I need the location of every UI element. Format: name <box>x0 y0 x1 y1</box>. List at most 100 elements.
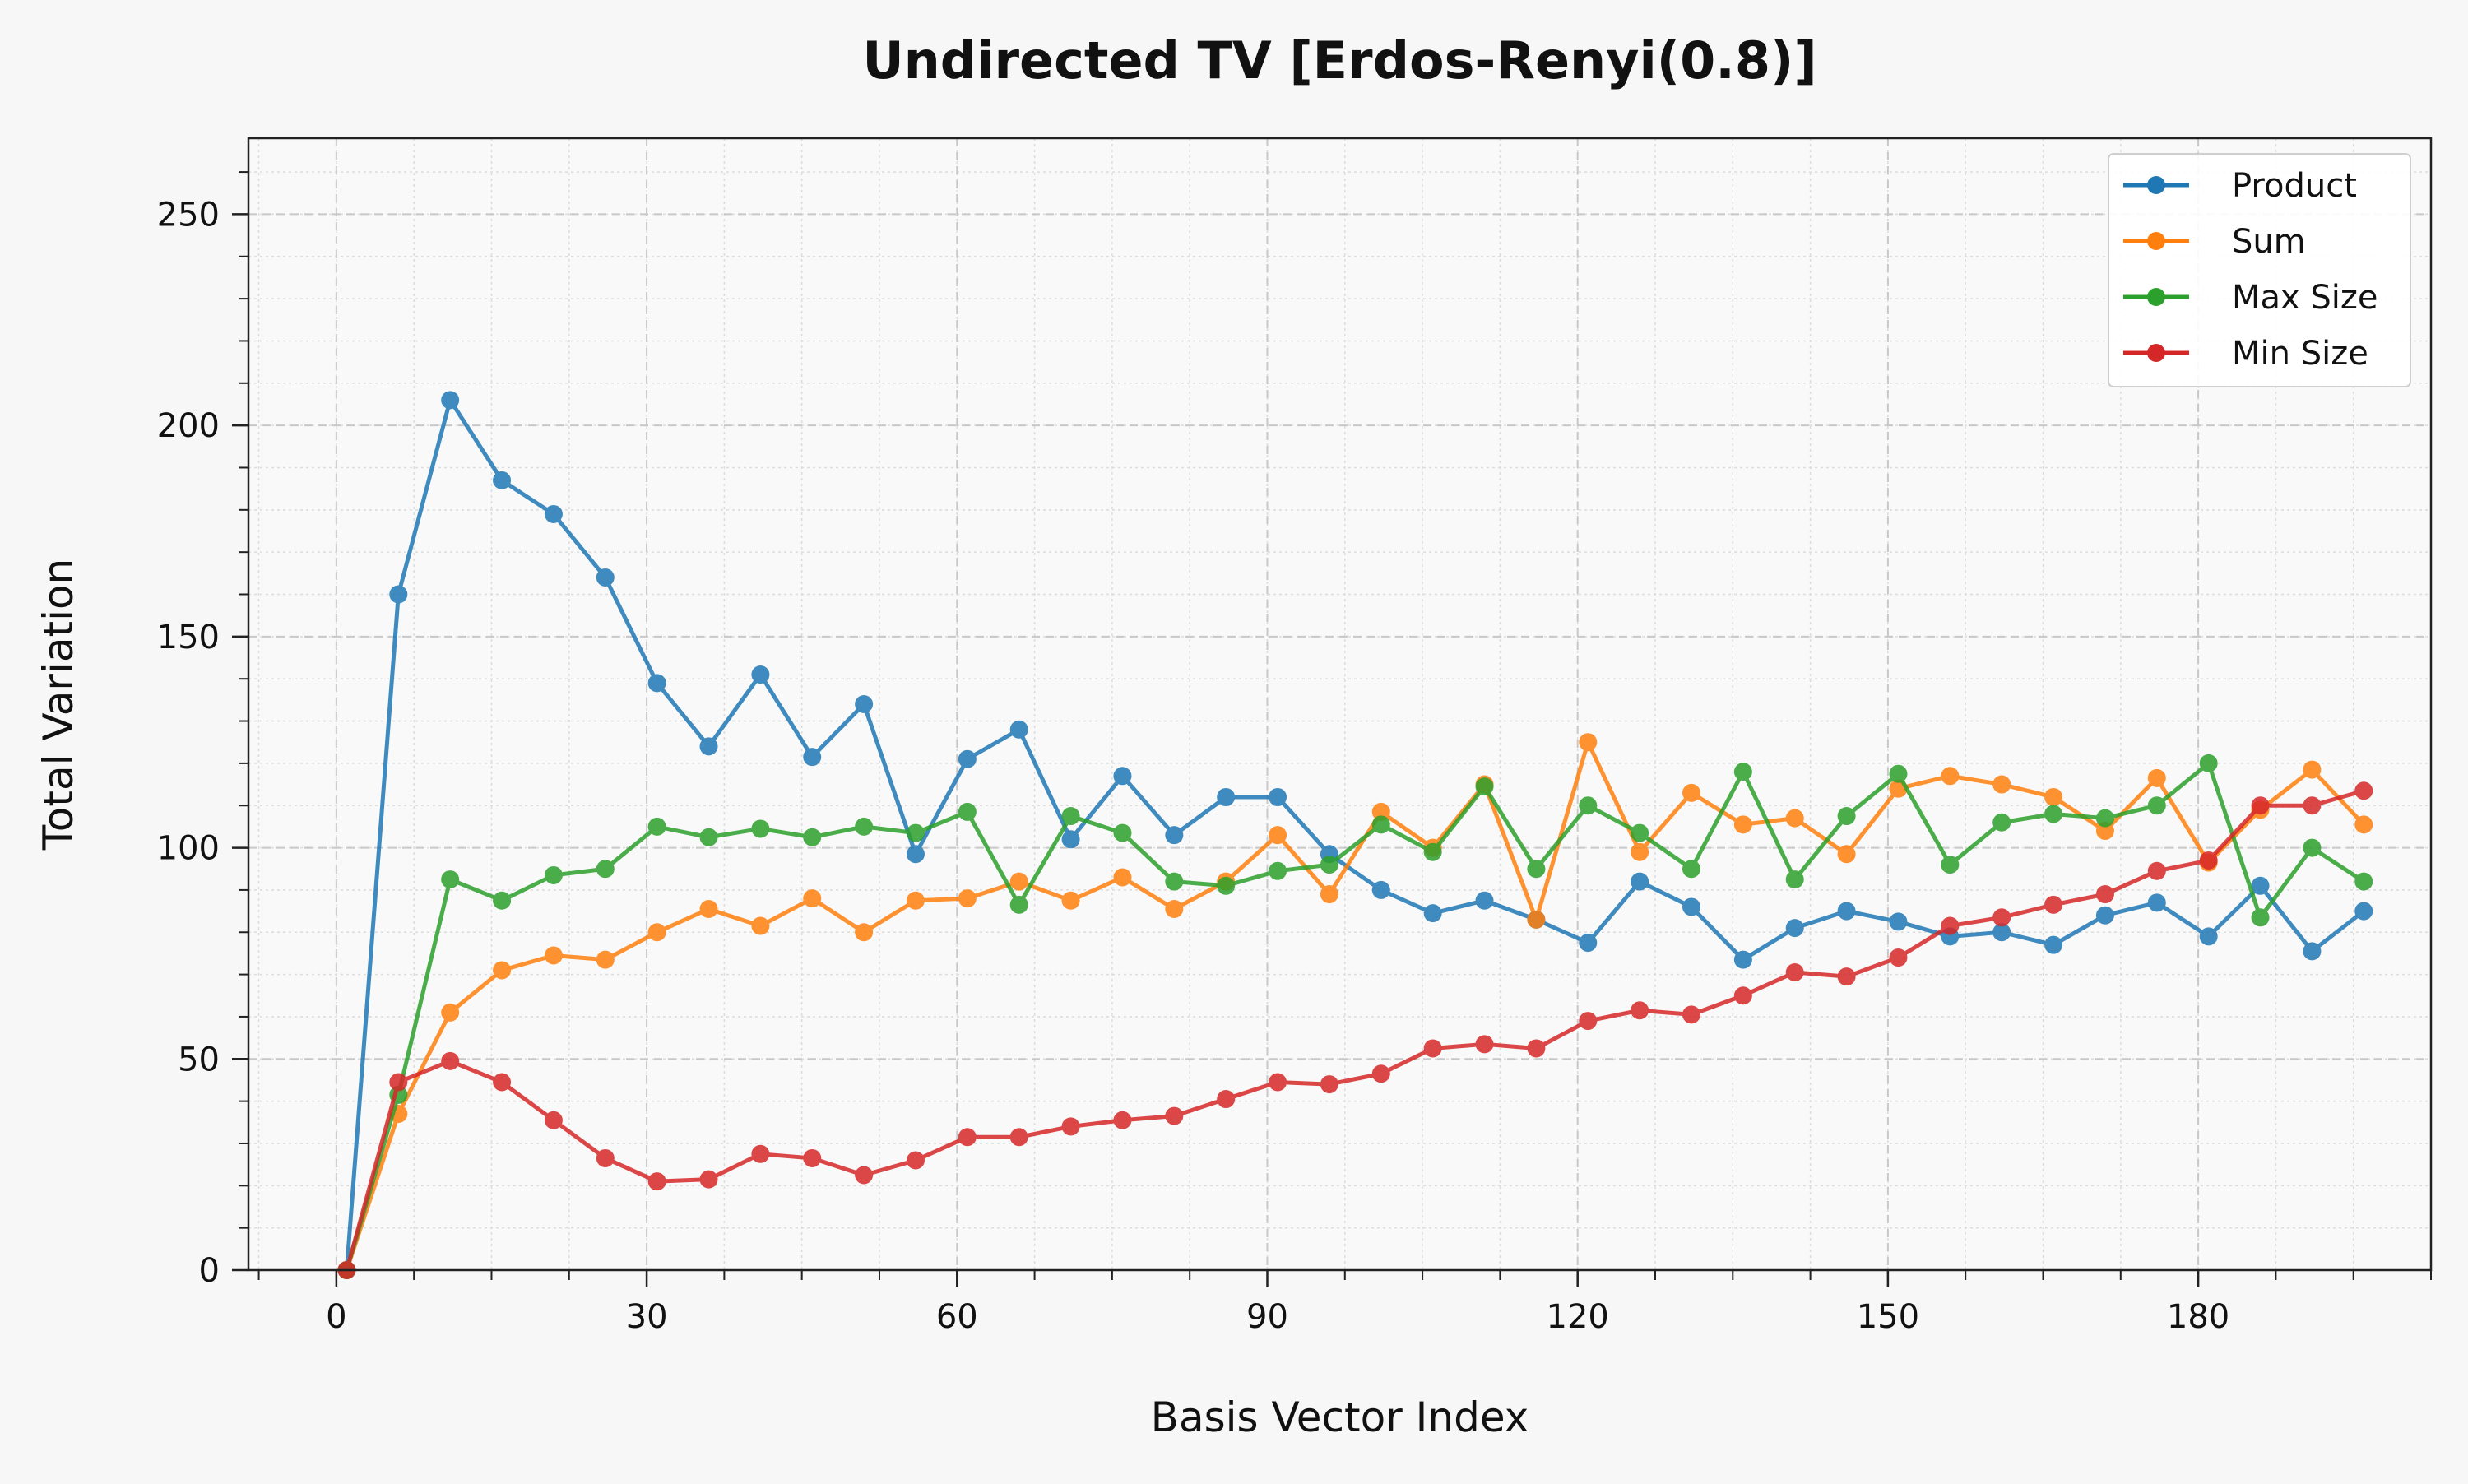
legend-label: Min Size <box>2232 335 2368 373</box>
data-point-max-size <box>1165 872 1184 891</box>
data-point-sum <box>1113 868 1132 887</box>
data-point-product <box>2147 893 2166 912</box>
series-line-max-size <box>345 761 2365 1271</box>
data-point-product <box>1992 923 2011 942</box>
data-point-product <box>1631 872 1649 891</box>
data-point-product <box>1889 912 1908 931</box>
data-point-product <box>441 391 460 410</box>
series-min-size <box>337 781 2373 1279</box>
data-point-sum <box>1992 775 2011 794</box>
data-point-sum <box>1733 815 1752 834</box>
data-point-sum <box>1371 802 1390 821</box>
data-point-sum <box>1009 872 1028 891</box>
x-tick-label: 180 <box>2167 1298 2229 1336</box>
data-point-sum <box>441 1003 460 1022</box>
data-point-product <box>1579 934 1598 953</box>
axis-ticks: 0 30 60 90 120 150 180 0 50 100 150 200 250 <box>157 171 2432 1336</box>
data-point-product <box>1269 787 1287 806</box>
data-point-max-size <box>544 865 563 884</box>
data-point-product <box>1009 720 1028 739</box>
x-axis-label: Basis Vector Index <box>1151 1394 1529 1441</box>
data-point-max-size <box>1579 796 1598 815</box>
data-point-min-size <box>1423 1039 1442 1058</box>
data-point-min-size <box>1113 1111 1132 1129</box>
data-point-sum <box>1579 733 1598 752</box>
data-point-min-size <box>441 1051 460 1070</box>
data-point-product <box>2095 906 2114 925</box>
data-point-sum <box>699 900 718 919</box>
data-point-sum <box>1061 891 1080 910</box>
data-point-max-size <box>1733 763 1752 781</box>
legend-swatch-marker <box>2147 344 2165 362</box>
data-point-product <box>1837 902 1856 921</box>
data-point-max-size <box>2303 838 2322 857</box>
data-point-max-size <box>647 817 666 836</box>
series-max-size <box>337 754 2373 1279</box>
data-point-min-size <box>855 1166 874 1185</box>
x-tick-label: 0 <box>326 1298 346 1336</box>
data-point-product <box>1423 904 1442 923</box>
data-point-min-size <box>1527 1039 1546 1058</box>
data-point-max-size <box>958 802 977 821</box>
data-point-sum <box>544 946 563 965</box>
data-point-product <box>751 665 770 684</box>
legend-label: Sum <box>2232 223 2306 261</box>
data-point-min-size <box>2147 861 2166 880</box>
data-point-min-size <box>699 1170 718 1189</box>
series-line-sum <box>345 740 2366 1271</box>
data-point-min-size <box>1682 1005 1700 1024</box>
data-point-max-size <box>2354 872 2373 891</box>
data-point-max-size <box>1889 764 1908 783</box>
data-point-max-size <box>2147 796 2166 815</box>
data-point-min-size <box>1009 1128 1028 1147</box>
data-point-max-size <box>751 819 770 838</box>
data-point-min-size <box>1889 948 1908 967</box>
data-point-min-size <box>1992 908 2011 927</box>
x-tick-label: 150 <box>1857 1298 1919 1336</box>
series-line-min-size <box>345 788 2364 1271</box>
data-point-max-size <box>1992 813 2011 832</box>
data-point-product <box>544 504 563 523</box>
data-point-sum <box>2095 822 2114 841</box>
data-point-sum <box>2354 815 2373 834</box>
x-tick-label: 90 <box>1246 1298 1288 1336</box>
data-point-max-size <box>1320 856 1338 874</box>
data-point-min-size <box>1475 1035 1494 1054</box>
data-point-product <box>1165 826 1184 845</box>
data-point-product <box>803 748 822 767</box>
legend-label: Max Size <box>2232 279 2378 317</box>
data-point-min-size <box>389 1073 408 1092</box>
data-point-sum <box>2044 787 2063 806</box>
data-point-max-size <box>2199 754 2218 772</box>
data-point-max-size <box>1423 842 1442 861</box>
data-point-max-size <box>1527 860 1546 879</box>
data-point-max-size <box>1113 823 1132 842</box>
plot-frame <box>247 137 2433 1272</box>
data-point-sum <box>751 916 770 935</box>
data-point-product <box>699 737 718 756</box>
data-point-min-size <box>1579 1012 1598 1031</box>
data-point-min-size <box>2095 885 2114 904</box>
data-point-max-size <box>1941 856 1960 874</box>
data-point-product <box>1217 787 1236 806</box>
data-point-min-size <box>2251 796 2270 815</box>
data-point-max-size <box>1009 895 1028 914</box>
data-point-max-size <box>1269 861 1287 880</box>
data-point-product <box>2199 927 2218 946</box>
data-point-max-size <box>1217 876 1236 895</box>
data-point-min-size <box>596 1148 615 1167</box>
data-point-min-size <box>2303 796 2322 815</box>
data-point-max-size <box>493 891 512 910</box>
data-point-min-size <box>1269 1073 1287 1092</box>
data-point-min-size <box>1165 1106 1184 1125</box>
data-point-min-size <box>1371 1064 1390 1083</box>
data-point-min-size <box>1785 963 1804 982</box>
data-point-sum <box>1269 826 1287 845</box>
data-point-sum <box>1631 842 1649 861</box>
data-point-sum <box>1837 845 1856 864</box>
data-point-sum <box>2303 760 2322 779</box>
data-point-min-size <box>647 1172 666 1191</box>
data-point-min-size <box>1320 1075 1338 1094</box>
data-point-max-size <box>2095 809 2114 828</box>
y-tick-label: 100 <box>157 830 220 868</box>
